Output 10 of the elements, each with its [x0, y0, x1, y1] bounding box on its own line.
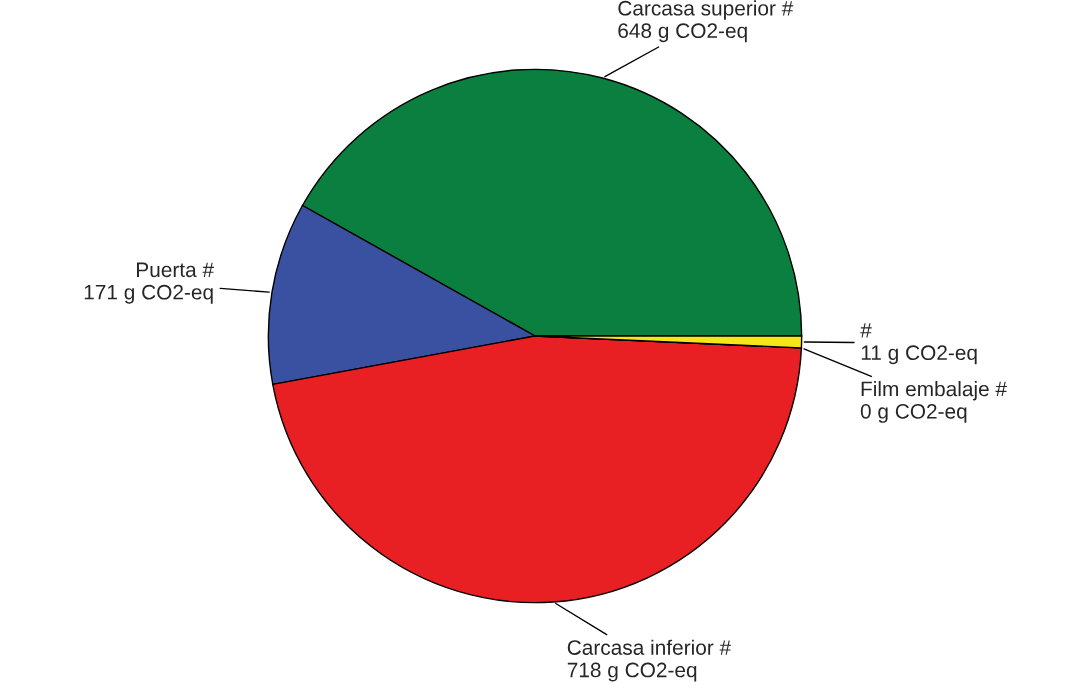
text: 0 g CO2-eq	[860, 403, 967, 423]
data-label: 648 g CO2-eq	[618, 23, 747, 43]
slice-label: Carcasa inferior #	[567, 639, 732, 655]
slice-label: #	[860, 323, 872, 338]
data-label: 11 g CO2-eq	[861, 345, 977, 365]
data-label: 171 g CO2-eq	[84, 284, 213, 304]
slice-label: Carcasa superior #	[618, 0, 794, 20]
data-label: 718 g CO2-eq	[567, 662, 697, 682]
category-label: Film embalaje #	[861, 381, 1007, 401]
slice-label: Puerta #	[137, 262, 214, 278]
